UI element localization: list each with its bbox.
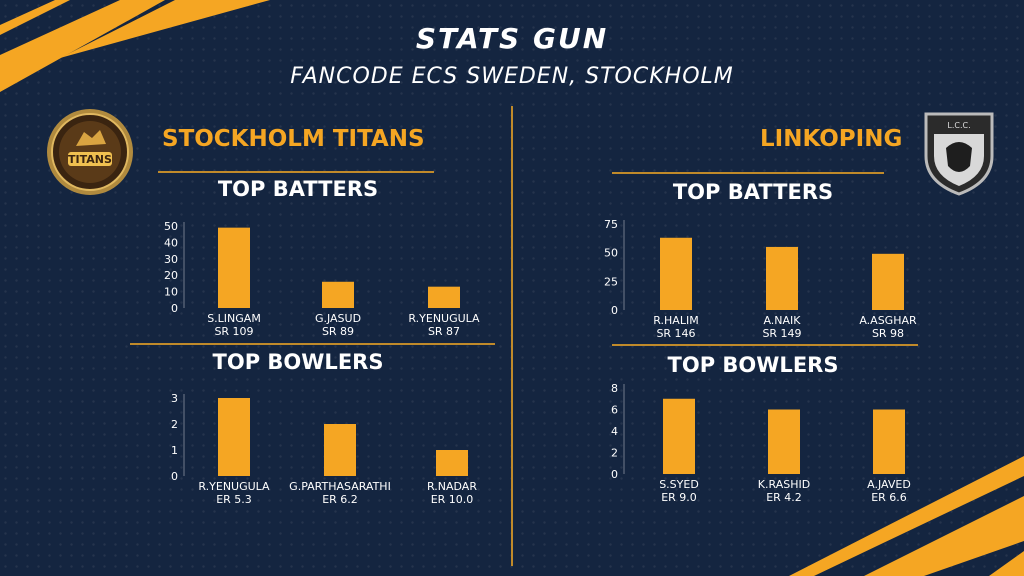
page-subtitle: FANCODE ECS SWEDEN, STOCKHOLM [290, 64, 734, 89]
category-label: S.LINGAM [207, 312, 261, 325]
y-tick-label: 8 [611, 382, 618, 395]
y-tick-label: 20 [164, 269, 178, 282]
bar [322, 281, 354, 308]
category-sublabel: SR 87 [428, 325, 460, 338]
category-sublabel: ER 6.6 [871, 491, 907, 504]
left-team-rule [158, 171, 434, 173]
category-sublabel: SR 98 [872, 327, 904, 340]
right-bowlers-title: TOP BOWLERS [667, 353, 839, 377]
category-label: R.HALIM [653, 314, 698, 327]
y-tick-label: 2 [171, 418, 178, 431]
left-bowlers-title: TOP BOWLERS [212, 350, 384, 374]
y-tick-label: 0 [611, 468, 618, 481]
y-tick-label: 0 [171, 470, 178, 483]
center-divider [511, 106, 513, 566]
category-label: G.PARTHASARATHI [289, 480, 391, 493]
y-tick-label: 40 [164, 236, 178, 249]
bar [324, 424, 356, 476]
category-label: R.YENUGULA [408, 312, 480, 325]
y-tick-label: 0 [611, 304, 618, 317]
right-batters-title: TOP BATTERS [672, 180, 834, 204]
category-label: R.YENUGULA [198, 480, 270, 493]
left-batters-title: TOP BATTERS [217, 177, 379, 201]
bar [218, 398, 250, 476]
y-tick-label: 4 [611, 425, 618, 438]
linkoping-lion-shield-logo: L.C.C. [924, 112, 994, 196]
y-tick-label: 50 [164, 220, 178, 233]
bar [766, 246, 798, 310]
y-tick-label: 25 [604, 275, 618, 288]
bar [428, 286, 460, 308]
y-tick-label: 1 [171, 444, 178, 457]
y-tick-label: 2 [611, 447, 618, 460]
left-section-rule [130, 343, 495, 345]
category-sublabel: SR 149 [762, 327, 801, 340]
category-label: A.NAIK [763, 314, 801, 327]
bar [873, 409, 905, 474]
bar [663, 398, 695, 474]
y-tick-label: 75 [604, 218, 618, 231]
category-label: A.JAVED [867, 478, 911, 491]
category-sublabel: ER 4.2 [766, 491, 802, 504]
top-left-streak-decoration [0, 0, 270, 92]
category-sublabel: SR 146 [656, 327, 695, 340]
bar [872, 253, 904, 310]
category-sublabel: SR 109 [214, 325, 253, 338]
y-tick-label: 6 [611, 404, 618, 417]
category-label: S.SYED [659, 478, 699, 491]
category-sublabel: SR 89 [322, 325, 354, 338]
category-sublabel: ER 9.0 [661, 491, 697, 504]
y-tick-label: 10 [164, 286, 178, 299]
right-team-name: LINKOPING [760, 126, 903, 152]
category-label: K.RASHID [758, 478, 810, 491]
lcc-logo-text: L.C.C. [947, 121, 970, 130]
category-sublabel: ER 5.3 [216, 493, 252, 506]
category-sublabel: ER 6.2 [322, 493, 358, 506]
right-section-rule [612, 344, 918, 346]
y-tick-label: 0 [171, 302, 178, 315]
bar [436, 450, 468, 476]
page-title: STATS GUN [415, 22, 609, 55]
y-tick-label: 3 [171, 392, 178, 405]
bar [768, 409, 800, 474]
right-team-rule [612, 172, 884, 174]
y-tick-label: 30 [164, 253, 178, 266]
category-label: A.ASGHAR [859, 314, 917, 327]
category-label: R.NADAR [427, 480, 477, 493]
stockholm-titans-logo: TITANS [47, 109, 133, 195]
category-label: G.JASUD [315, 312, 361, 325]
category-sublabel: ER 10.0 [431, 493, 474, 506]
left-team-name: STOCKHOLM TITANS [162, 126, 425, 152]
bottom-right-streak-decoration [789, 456, 1024, 576]
titans-logo-text: TITANS [68, 153, 112, 166]
bar [218, 227, 250, 308]
y-tick-label: 50 [604, 247, 618, 260]
bar [660, 237, 692, 310]
